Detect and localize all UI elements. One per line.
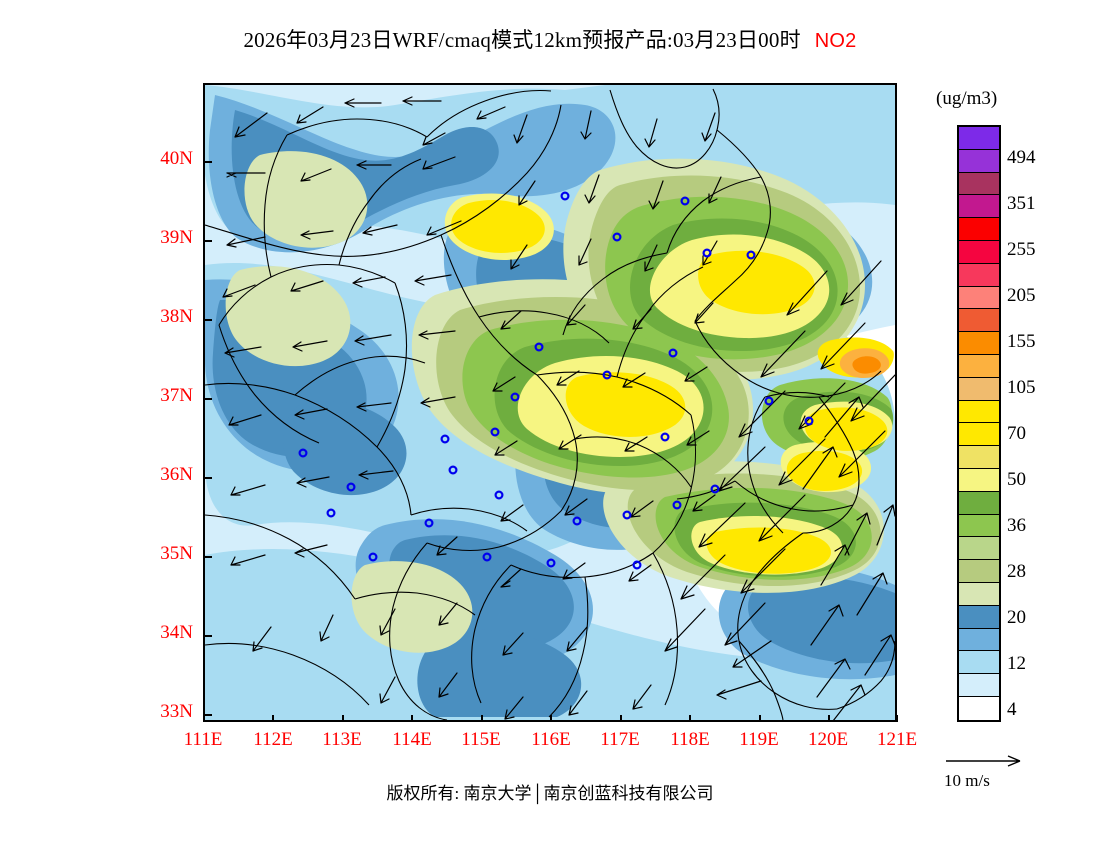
y-tick-35n (205, 556, 212, 558)
y-tick-40n (205, 161, 212, 163)
y-axis-label-40n: 40N (160, 148, 193, 169)
colorbar-label-28: 28 (1007, 561, 1026, 582)
y-axis-label-34n: 34N (160, 622, 193, 643)
colorbar-label-205: 205 (1007, 285, 1036, 306)
x-axis-label-112e: 112E (253, 729, 293, 750)
colorbar[interactable] (957, 125, 1001, 722)
colorbar-band-0 (959, 127, 999, 150)
x-tick-113e (342, 715, 344, 722)
colorbar-label-155: 155 (1007, 331, 1036, 352)
colorbar-label-70: 70 (1007, 423, 1026, 444)
y-tick-38n (205, 319, 212, 321)
colorbar-unit-label: (ug/m3) (936, 88, 998, 109)
x-tick-116e (550, 715, 552, 722)
x-axis-label-117e: 117E (600, 729, 640, 750)
colorbar-band-21 (959, 605, 999, 629)
x-tick-115e (481, 715, 483, 722)
colorbar-band-18 (959, 537, 999, 561)
y-tick-36n (205, 477, 212, 479)
x-tick-117e (620, 715, 622, 722)
colorbar-band-4 (959, 218, 999, 241)
x-axis-label-121e: 121E (876, 729, 918, 750)
y-axis-label-36n: 36N (160, 464, 193, 485)
colorbar-label-50: 50 (1007, 469, 1026, 490)
y-axis-label-35n: 35N (160, 543, 193, 564)
x-tick-118e (689, 715, 691, 722)
colorbar-band-14 (959, 446, 999, 469)
wind-scale-label: 10 m/s (944, 771, 990, 790)
y-tick-34n (205, 635, 212, 637)
x-tick-120e (828, 715, 830, 722)
colorbar-band-19 (959, 560, 999, 583)
colorbar-band-24 (959, 674, 999, 697)
colorbar-band-9 (959, 332, 999, 355)
x-tick-114e (411, 715, 413, 722)
y-axis-label-38n: 38N (160, 306, 193, 327)
map-plot-area[interactable] (203, 83, 897, 722)
colorbar-label-255: 255 (1007, 239, 1036, 260)
colorbar-band-6 (959, 263, 999, 287)
colorbar-label-105: 105 (1007, 377, 1036, 398)
wind-arrow-icon (946, 755, 1021, 767)
y-axis-label-39n: 39N (160, 227, 193, 248)
colorbar-band-7 (959, 286, 999, 310)
x-tick-121e (896, 715, 898, 722)
y-axis-label-33n: 33N (160, 701, 193, 722)
x-axis-label-115e: 115E (461, 729, 501, 750)
colorbar-band-16 (959, 491, 999, 515)
colorbar-band-5 (959, 240, 999, 264)
x-tick-119e (759, 715, 761, 722)
colorbar-band-23 (959, 651, 999, 675)
colorbar-label-351: 351 (1007, 193, 1036, 214)
x-axis-label-118e: 118E (670, 729, 710, 750)
pollutant-label: NO2 (814, 30, 857, 52)
x-tick-111e (203, 715, 205, 722)
x-axis-label-111e: 111E (183, 729, 223, 750)
colorbar-band-22 (959, 628, 999, 652)
colorbar-band-25 (959, 696, 999, 720)
colorbar-label-36: 36 (1007, 515, 1026, 536)
colorbar-label-4: 4 (1007, 699, 1017, 720)
copyright-caption: 版权所有: 南京大学│南京创蓝科技有限公司 (386, 784, 714, 803)
y-tick-33n (205, 714, 212, 716)
contour-map (205, 85, 895, 720)
colorbar-band-15 (959, 468, 999, 492)
x-axis-label-120e: 120E (807, 729, 849, 750)
colorbar-label-20: 20 (1007, 607, 1026, 628)
title-text: 2026年03月23日WRF/cmaq模式12km预报产品:03月23日00时 (243, 28, 801, 52)
x-axis-label-116e: 116E (531, 729, 571, 750)
y-tick-37n (205, 398, 212, 400)
colorbar-label-494: 494 (1007, 147, 1036, 168)
colorbar-band-20 (959, 582, 999, 606)
y-axis-label-37n: 37N (160, 385, 193, 406)
wind-scale-legend: 10 m/s (944, 752, 1094, 790)
x-axis-label-113e: 113E (322, 729, 362, 750)
colorbar-band-1 (959, 149, 999, 173)
colorbar-band-13 (959, 423, 999, 447)
page-title: 2026年03月23日WRF/cmaq模式12km预报产品:03月23日00时 N… (0, 24, 1100, 54)
colorbar-band-8 (959, 309, 999, 333)
x-tick-112e (272, 715, 274, 722)
x-axis-label-119e: 119E (739, 729, 779, 750)
colorbar-label-12: 12 (1007, 653, 1026, 674)
colorbar-band-17 (959, 514, 999, 538)
colorbar-band-12 (959, 400, 999, 424)
colorbar-band-10 (959, 354, 999, 378)
colorbar-band-2 (959, 172, 999, 196)
y-tick-39n (205, 240, 212, 242)
x-axis-label-114e: 114E (392, 729, 432, 750)
colorbar-band-11 (959, 377, 999, 401)
colorbar-band-3 (959, 195, 999, 219)
